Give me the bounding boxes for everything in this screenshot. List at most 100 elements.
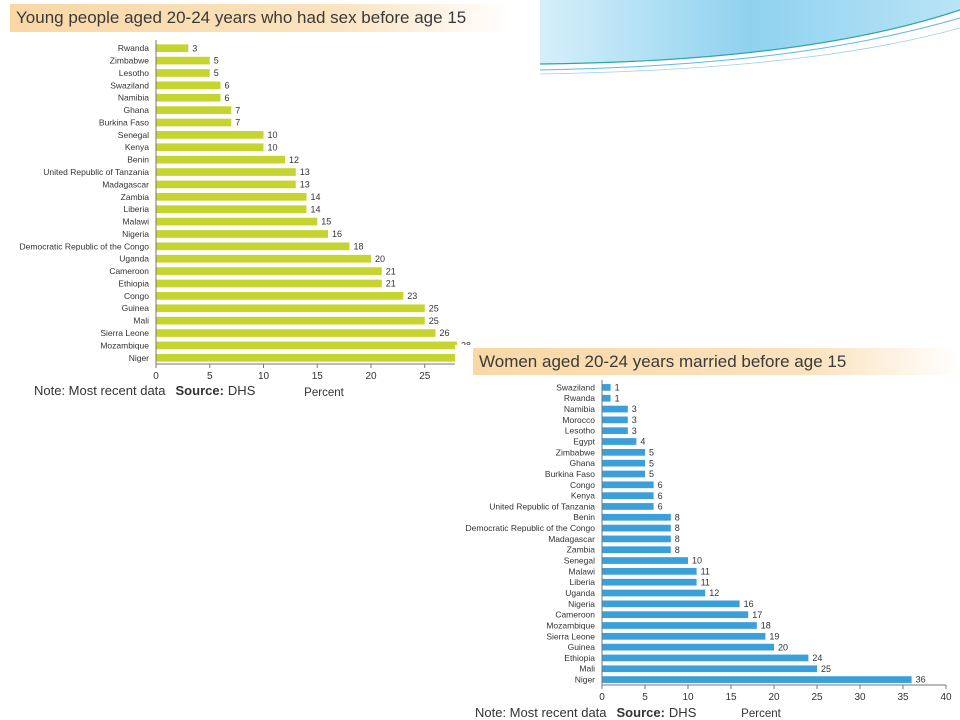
y-category-label: Democratic Republic of the Congo xyxy=(466,523,596,533)
data-label: 15 xyxy=(321,217,331,227)
y-category-label: Swaziland xyxy=(556,382,595,392)
data-label: 3 xyxy=(632,426,637,436)
y-category-label: Benin xyxy=(573,512,595,522)
chart-footer: Note: Most recent data Source: DHS xyxy=(475,705,696,720)
bar xyxy=(602,654,809,662)
bar xyxy=(156,118,232,127)
y-category-label: Democratic Republic of the Congo xyxy=(20,241,150,251)
bar xyxy=(602,384,611,391)
bar xyxy=(156,155,285,164)
y-category-label: Rwanda xyxy=(118,43,149,53)
source-label: Source: xyxy=(175,383,224,398)
chart-title: Women aged 20-24 years married before ag… xyxy=(473,348,960,375)
x-tick-label: 25 xyxy=(811,692,823,703)
bar xyxy=(156,56,210,65)
bar xyxy=(602,524,671,532)
x-axis-title: Percent xyxy=(304,387,344,399)
y-category-label: Swaziland xyxy=(110,80,149,90)
bar xyxy=(602,513,671,521)
y-category-label: Kenya xyxy=(571,491,595,501)
data-label: 25 xyxy=(821,664,831,674)
y-category-label: Madagascar xyxy=(102,179,149,189)
source-value: DHS xyxy=(227,383,256,398)
x-tick-label: 30 xyxy=(854,692,866,703)
bar xyxy=(602,665,817,673)
data-label: 6 xyxy=(658,491,663,501)
data-label: 10 xyxy=(692,556,702,566)
x-tick-label: 20 xyxy=(768,692,780,703)
data-label: 5 xyxy=(649,447,654,457)
y-category-label: United Republic of Tanzania xyxy=(489,501,595,511)
x-tick-label: 15 xyxy=(725,692,737,703)
bar xyxy=(156,292,404,300)
y-category-label: Nigeria xyxy=(122,229,149,239)
data-label: 4 xyxy=(640,437,645,447)
x-tick-label: 5 xyxy=(207,371,213,382)
y-category-label: Ghana xyxy=(569,458,595,468)
data-label: 25 xyxy=(429,303,439,313)
data-label: 5 xyxy=(649,458,654,468)
data-label: 17 xyxy=(752,610,762,620)
note-text: Note: Most recent data xyxy=(34,383,166,398)
data-label: 11 xyxy=(701,567,710,577)
y-category-label: Mozambique xyxy=(100,340,149,350)
y-category-label: Cameroon xyxy=(109,266,149,276)
x-tick-label: 35 xyxy=(897,692,909,703)
y-category-label: Senegal xyxy=(564,556,595,566)
bar xyxy=(602,622,757,629)
y-category-label: Ethiopia xyxy=(564,653,595,663)
data-label: 16 xyxy=(332,229,342,239)
y-category-label: Zimbabwe xyxy=(110,56,149,66)
data-label: 21 xyxy=(386,266,396,276)
y-category-label: Lesotho xyxy=(565,426,596,436)
data-label: 1 xyxy=(615,383,620,393)
data-label: 7 xyxy=(235,118,240,128)
data-label: 18 xyxy=(354,241,364,251)
data-label: 13 xyxy=(300,167,310,177)
data-label: 8 xyxy=(675,512,680,522)
bar xyxy=(156,143,264,152)
data-label: 20 xyxy=(778,642,788,652)
data-label: 36 xyxy=(916,675,926,685)
bar xyxy=(602,394,611,402)
y-category-label: Madagascar xyxy=(548,534,595,544)
y-category-label: Uganda xyxy=(565,588,595,598)
x-tick-label: 0 xyxy=(599,692,605,703)
data-label: 20 xyxy=(375,254,385,264)
data-label: 6 xyxy=(225,80,230,90)
y-category-label: Ghana xyxy=(123,105,149,115)
data-label: 10 xyxy=(268,142,278,152)
bar xyxy=(156,44,189,53)
y-category-label: Ethiopia xyxy=(118,278,149,288)
y-category-label: Congo xyxy=(570,480,595,490)
bar xyxy=(602,448,645,456)
bar xyxy=(156,242,350,251)
y-category-label: Sierra Leone xyxy=(546,631,595,641)
bar xyxy=(602,568,697,575)
bar xyxy=(602,589,706,597)
bar xyxy=(602,405,628,413)
chart-title-text: Young people aged 20-24 years who had se… xyxy=(16,8,467,27)
data-label: 14 xyxy=(311,192,321,202)
data-label: 14 xyxy=(311,204,321,214)
bar xyxy=(602,557,688,564)
bar xyxy=(156,329,436,337)
chart-title-text: Women aged 20-24 years married before ag… xyxy=(479,351,847,371)
bar xyxy=(602,611,749,619)
y-category-label: Uganda xyxy=(119,254,149,264)
bar xyxy=(156,316,425,325)
data-label: 5 xyxy=(649,469,654,479)
bar xyxy=(156,168,296,176)
data-label: 10 xyxy=(268,130,278,140)
data-label: 25 xyxy=(429,316,439,326)
bar xyxy=(156,69,210,77)
data-label: 1 xyxy=(615,393,620,403)
data-label: 19 xyxy=(769,631,779,641)
y-category-label: Liberia xyxy=(569,577,595,587)
y-category-label: Mali xyxy=(579,664,595,674)
bar xyxy=(156,131,264,139)
bar-chart-sex-before-15: Rwanda 3 Zimbabwe 5 Lesotho 5 Swaziland 6 Namibi… xyxy=(20,40,471,399)
y-category-label: Mozambique xyxy=(546,620,595,630)
bar xyxy=(156,205,307,214)
bar xyxy=(602,470,645,478)
